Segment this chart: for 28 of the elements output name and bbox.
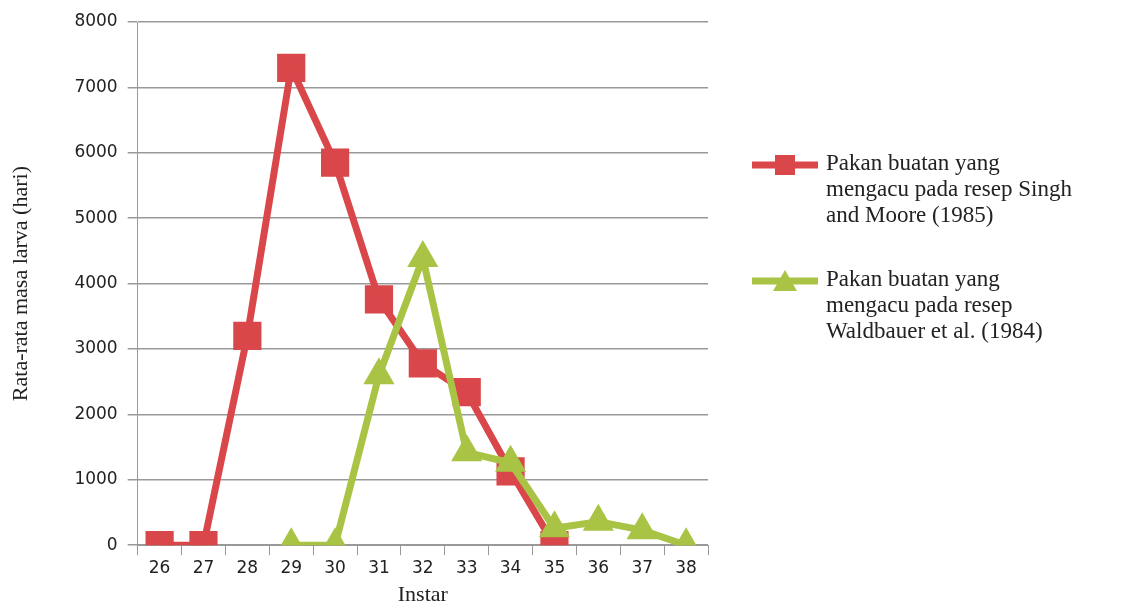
point (277, 53, 306, 82)
x-tick-label: 36 (587, 556, 610, 577)
x-tick-label: 37 (631, 556, 654, 577)
y-tick-label: 4000 (74, 272, 118, 293)
x-tick-label: 31 (368, 556, 390, 577)
y-tick-label: 7000 (74, 75, 118, 96)
x-axis-title: Instar (397, 580, 449, 606)
x-tick-label: 29 (280, 556, 303, 577)
y-tick-label: 3000 (74, 337, 118, 358)
x-tick-label: 30 (324, 556, 346, 577)
y-tick-label: 2000 (74, 402, 118, 423)
y-tick-label: 6000 (74, 141, 118, 162)
x-tick-label: 26 (148, 556, 171, 577)
x-tick-label: 34 (499, 556, 522, 577)
y-tick-label: 5000 (74, 206, 118, 227)
x-tick-label: 32 (412, 556, 434, 577)
y-axis-title: Rata-rata masa larva (hari) (6, 166, 32, 402)
x-tick-label: 35 (543, 556, 566, 577)
legend-label: Pakan buatan yang mengacu pada resep Waldbauer et al. (1984) (826, 266, 1044, 344)
legend-label: Pakan buatan yang mengacu pada resep Singh and Moore (1985) (826, 150, 1073, 228)
x-tick-label: 28 (236, 556, 259, 577)
x-tick-label: 33 (455, 556, 478, 577)
point (320, 148, 350, 177)
x-tick-label: 27 (192, 556, 215, 577)
y-tick-label: 8000 (74, 10, 118, 31)
y-tick-label: 1000 (74, 468, 118, 489)
y-tick-label: 0 (106, 533, 118, 554)
x-tick-label: 38 (675, 556, 697, 577)
